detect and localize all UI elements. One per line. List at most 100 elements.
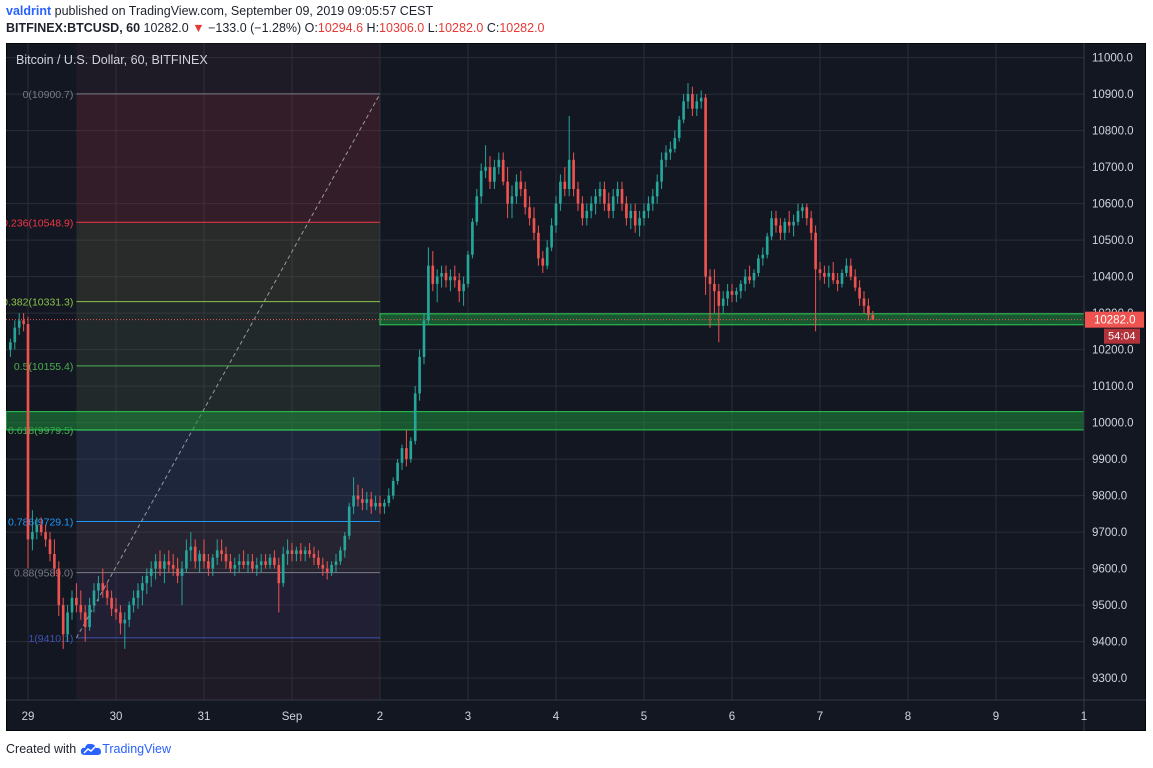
candle-body: [44, 532, 47, 540]
candle: [75, 583, 78, 613]
candle-body: [862, 298, 866, 306]
candle: [158, 550, 162, 576]
candle: [787, 210, 791, 233]
candle-body: [466, 254, 470, 284]
candle: [114, 597, 118, 620]
candle-body: [519, 181, 523, 189]
candle-body: [858, 287, 861, 299]
price-tick-label: 9900.0: [1092, 454, 1127, 466]
fib-trend-line: [75, 93, 381, 639]
last-price-badge: [1085, 311, 1144, 328]
candle-body: [171, 564, 175, 569]
candle: [444, 265, 448, 288]
fib-band: [76, 93, 381, 223]
candle-body: [295, 550, 298, 554]
candle-body: [836, 280, 839, 284]
fib-range-background: [76, 43, 381, 700]
candle-body: [97, 583, 100, 591]
candle-body: [501, 159, 505, 182]
price-tick-label: 11000.0: [1092, 53, 1133, 65]
candle: [616, 181, 619, 204]
candle: [220, 539, 223, 562]
candle-body: [479, 170, 483, 197]
candle-body: [277, 564, 281, 584]
candle: [871, 310, 875, 320]
candle-body: [607, 203, 611, 211]
candle-body: [202, 554, 206, 562]
price-tick-label: 9700.0: [1092, 527, 1127, 539]
candle: [31, 510, 34, 551]
candle-body: [17, 320, 21, 328]
candle-body: [572, 159, 575, 189]
candle: [827, 265, 831, 288]
candle: [317, 550, 320, 569]
candle-body: [598, 189, 602, 197]
candle: [708, 269, 712, 328]
candle: [457, 272, 461, 303]
candle: [462, 276, 465, 306]
candle-body: [361, 499, 364, 503]
time-tick-label: 7: [817, 711, 823, 723]
tradingview-logo[interactable]: TradingView: [80, 742, 171, 756]
candle: [145, 568, 149, 595]
candle: [519, 170, 523, 197]
candle: [774, 210, 778, 233]
candle: [801, 203, 804, 219]
candle: [17, 313, 21, 335]
candle-body: [343, 535, 347, 551]
candle-body: [594, 196, 597, 204]
candle-body: [655, 181, 659, 197]
candle: [35, 517, 39, 540]
candle: [713, 269, 716, 314]
candle: [132, 590, 135, 613]
candle: [814, 225, 817, 332]
price-tick-label: 10500.0: [1092, 235, 1134, 247]
candle-body: [545, 247, 549, 266]
candle: [704, 94, 707, 295]
candle-body: [396, 462, 399, 481]
candle: [277, 557, 281, 613]
candle: [66, 605, 69, 642]
price-tick-label: 10200.0: [1092, 345, 1134, 357]
candle: [321, 557, 325, 576]
candle-body: [185, 550, 188, 569]
candle-body: [748, 276, 751, 281]
candle-body: [673, 137, 677, 149]
price-tick-label: 10700.0: [1092, 162, 1134, 174]
candle: [506, 167, 509, 219]
candle-body: [167, 561, 171, 565]
author-name[interactable]: valdrint: [6, 4, 52, 18]
candle-body: [440, 272, 443, 277]
fib-level-label: 0.88(9589.0): [14, 568, 74, 580]
candle-body: [695, 101, 699, 109]
candle-body: [528, 207, 531, 219]
candle-body: [691, 94, 694, 109]
candle-body: [757, 258, 760, 273]
candle: [510, 185, 514, 219]
candle-body: [405, 448, 408, 460]
candle-body: [664, 152, 668, 160]
candle: [765, 232, 769, 259]
candle-body: [589, 203, 593, 211]
candle: [497, 152, 501, 175]
candle: [97, 575, 100, 602]
candle: [141, 575, 144, 606]
candle: [105, 583, 109, 606]
candle-body: [339, 550, 342, 562]
candle: [501, 152, 505, 186]
candle-body: [726, 291, 729, 299]
candle: [123, 612, 127, 649]
symbol-label: BITFINEX:BTCUSD, 60: [6, 21, 141, 35]
candle: [691, 86, 694, 116]
open-label: O:: [304, 21, 318, 35]
candle-body: [75, 597, 78, 606]
price-chart[interactable]: 0(10900.7) 0.236(10548.9) 0.382(10331.3) 0.…: [6, 43, 1146, 731]
candle: [730, 283, 734, 303]
candle-body: [123, 619, 127, 624]
candle-body: [739, 283, 743, 292]
candle: [119, 605, 122, 635]
candle-body: [330, 564, 333, 573]
candle: [167, 550, 171, 573]
candle-body: [387, 495, 391, 503]
countdown-label: 54:04: [1108, 331, 1136, 343]
